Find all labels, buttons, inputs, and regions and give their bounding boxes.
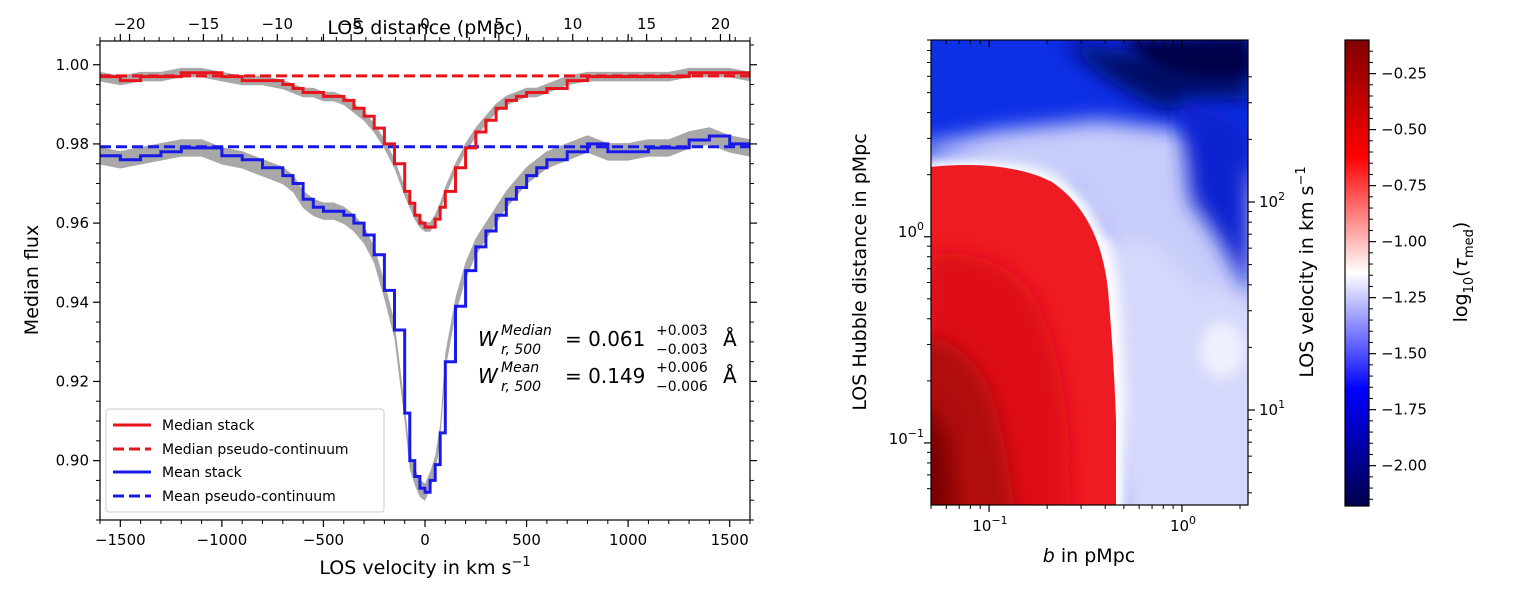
colorbar-tick-label: −1.75 (1381, 401, 1427, 419)
stack-spectrum-panel: −1500 −1000 −500 0 500 1000 1500 −20 −15 −10 −5 0 5 1… (21, 15, 757, 579)
svg-text:+0.003: +0.003 (656, 323, 708, 339)
svg-text:= 0.149: = 0.149 (565, 364, 645, 388)
top-tick-label: −20 (114, 15, 146, 33)
optical-depth-heatmap-panel: 10−1 100 10−1 100 101 102 b in pMpc LOS … (849, 39, 1318, 567)
heatmap-x-axis-label: b in pMpc (1043, 545, 1135, 567)
svg-text:Mean: Mean (501, 360, 539, 376)
y-tick-label: 0.92 (56, 372, 89, 390)
colorbar-tick-label: −0.25 (1381, 65, 1427, 83)
top-tick-label: 10 (563, 15, 582, 33)
heatmap-y-tick-label-0: 10−1 (889, 427, 924, 448)
x-tick-label: 0 (420, 531, 430, 549)
mean-equivalent-width-annotation: W Mean r, 500 = 0.149 +0.006 −0.006 Å (478, 360, 737, 395)
spectrum-x-axis-label: LOS velocity in km s−1 (319, 555, 530, 579)
y-tick-label: 0.98 (56, 135, 89, 153)
heatmap-right-tick-label-1: 102 (1259, 190, 1285, 211)
mean-stack-line (100, 134, 750, 494)
x-tick-label: 500 (512, 531, 541, 549)
colorbar-tick-label: −1.25 (1381, 289, 1427, 307)
heatmap-image (931, 40, 1248, 505)
colorbar-tick-label: −1.00 (1381, 233, 1427, 251)
median-equivalent-width-annotation: W Median r, 500 = 0.061 +0.003 −0.003 Å (478, 323, 737, 358)
svg-text:W: W (478, 327, 499, 351)
svg-text:Median: Median (501, 323, 552, 339)
spectrum-y-axis-label: Median flux (21, 225, 43, 335)
svg-text:+0.006: +0.006 (656, 360, 708, 376)
heatmap-x-tick-label-1: 100 (1170, 514, 1196, 535)
heatmap-y-axis-label: LOS Hubble distance in pMpc (849, 133, 871, 410)
spectrum-ticks: −1500 −1000 −500 0 500 1000 1500 −20 −15 −10 −5 0 5 1… (56, 15, 757, 549)
heatmap-axes-frame (930, 39, 1249, 506)
x-tick-label: 1000 (609, 531, 647, 549)
colorbar-tick-label: −0.50 (1381, 121, 1427, 139)
heatmap-right-axis-label: LOS velocity in km s−1 (1294, 166, 1318, 377)
top-tick-label: 15 (637, 15, 656, 33)
colorbar-ticks: −0.25 −0.50 −0.75 −1.00 −1.25 −1.50 −1.75 −2.00 (1369, 50, 1427, 500)
svg-text:Å: Å (723, 327, 737, 351)
y-tick-label: 0.96 (56, 214, 89, 232)
legend-label-median-continuum: Median pseudo-continuum (162, 442, 349, 458)
colorbar: −0.25 −0.50 −0.75 −1.00 −1.25 −1.50 −1.75 −2.00… (1344, 39, 1477, 507)
colorbar-gradient (1344, 39, 1370, 507)
legend-label-mean-stack: Mean stack (162, 465, 243, 481)
svg-text:r, 500: r, 500 (501, 342, 541, 358)
median-stack-line (100, 71, 750, 229)
heatmap-x-tick-label-0: 10−1 (972, 514, 1007, 535)
colorbar-tick-label: −1.50 (1381, 345, 1427, 363)
top-tick-label: 20 (711, 15, 730, 33)
x-tick-label: −1500 (95, 531, 146, 549)
top-tick-label: −5 (340, 15, 362, 33)
spectrum-top-axis-label: LOS distance (pMpc) (327, 17, 522, 39)
svg-text:−0.006: −0.006 (656, 379, 708, 395)
x-tick-label: −500 (303, 531, 344, 549)
legend-label-median-stack: Median stack (162, 418, 255, 434)
top-tick-label: −10 (261, 15, 293, 33)
y-tick-label: 0.94 (56, 293, 89, 311)
y-tick-label: 1.00 (56, 56, 89, 74)
spectrum-legend: Median stack Median pseudo-continuum Mea… (105, 408, 385, 513)
heatmap-right-tick-label-0: 101 (1259, 398, 1285, 419)
svg-text:r, 500: r, 500 (501, 379, 541, 395)
x-tick-label: −1000 (197, 531, 248, 549)
x-tick-label: 1500 (711, 531, 749, 549)
svg-text:W: W (478, 364, 499, 388)
top-tick-label: −15 (188, 15, 220, 33)
top-tick-label: 5 (494, 15, 504, 33)
colorbar-tick-label: −0.75 (1381, 177, 1427, 195)
top-tick-label: 0 (420, 15, 430, 33)
colorbar-label: log10(τmed) (1450, 222, 1477, 323)
colorbar-tick-label: −2.00 (1381, 457, 1427, 475)
svg-text:= 0.061: = 0.061 (565, 327, 645, 351)
svg-text:−0.003: −0.003 (656, 342, 708, 358)
legend-label-mean-continuum: Mean pseudo-continuum (162, 489, 336, 505)
heatmap-y-tick-label-1: 100 (898, 220, 924, 241)
y-tick-label: 0.90 (56, 452, 89, 470)
svg-text:Å: Å (723, 364, 737, 388)
heatmap-ticks (924, 39, 1255, 512)
